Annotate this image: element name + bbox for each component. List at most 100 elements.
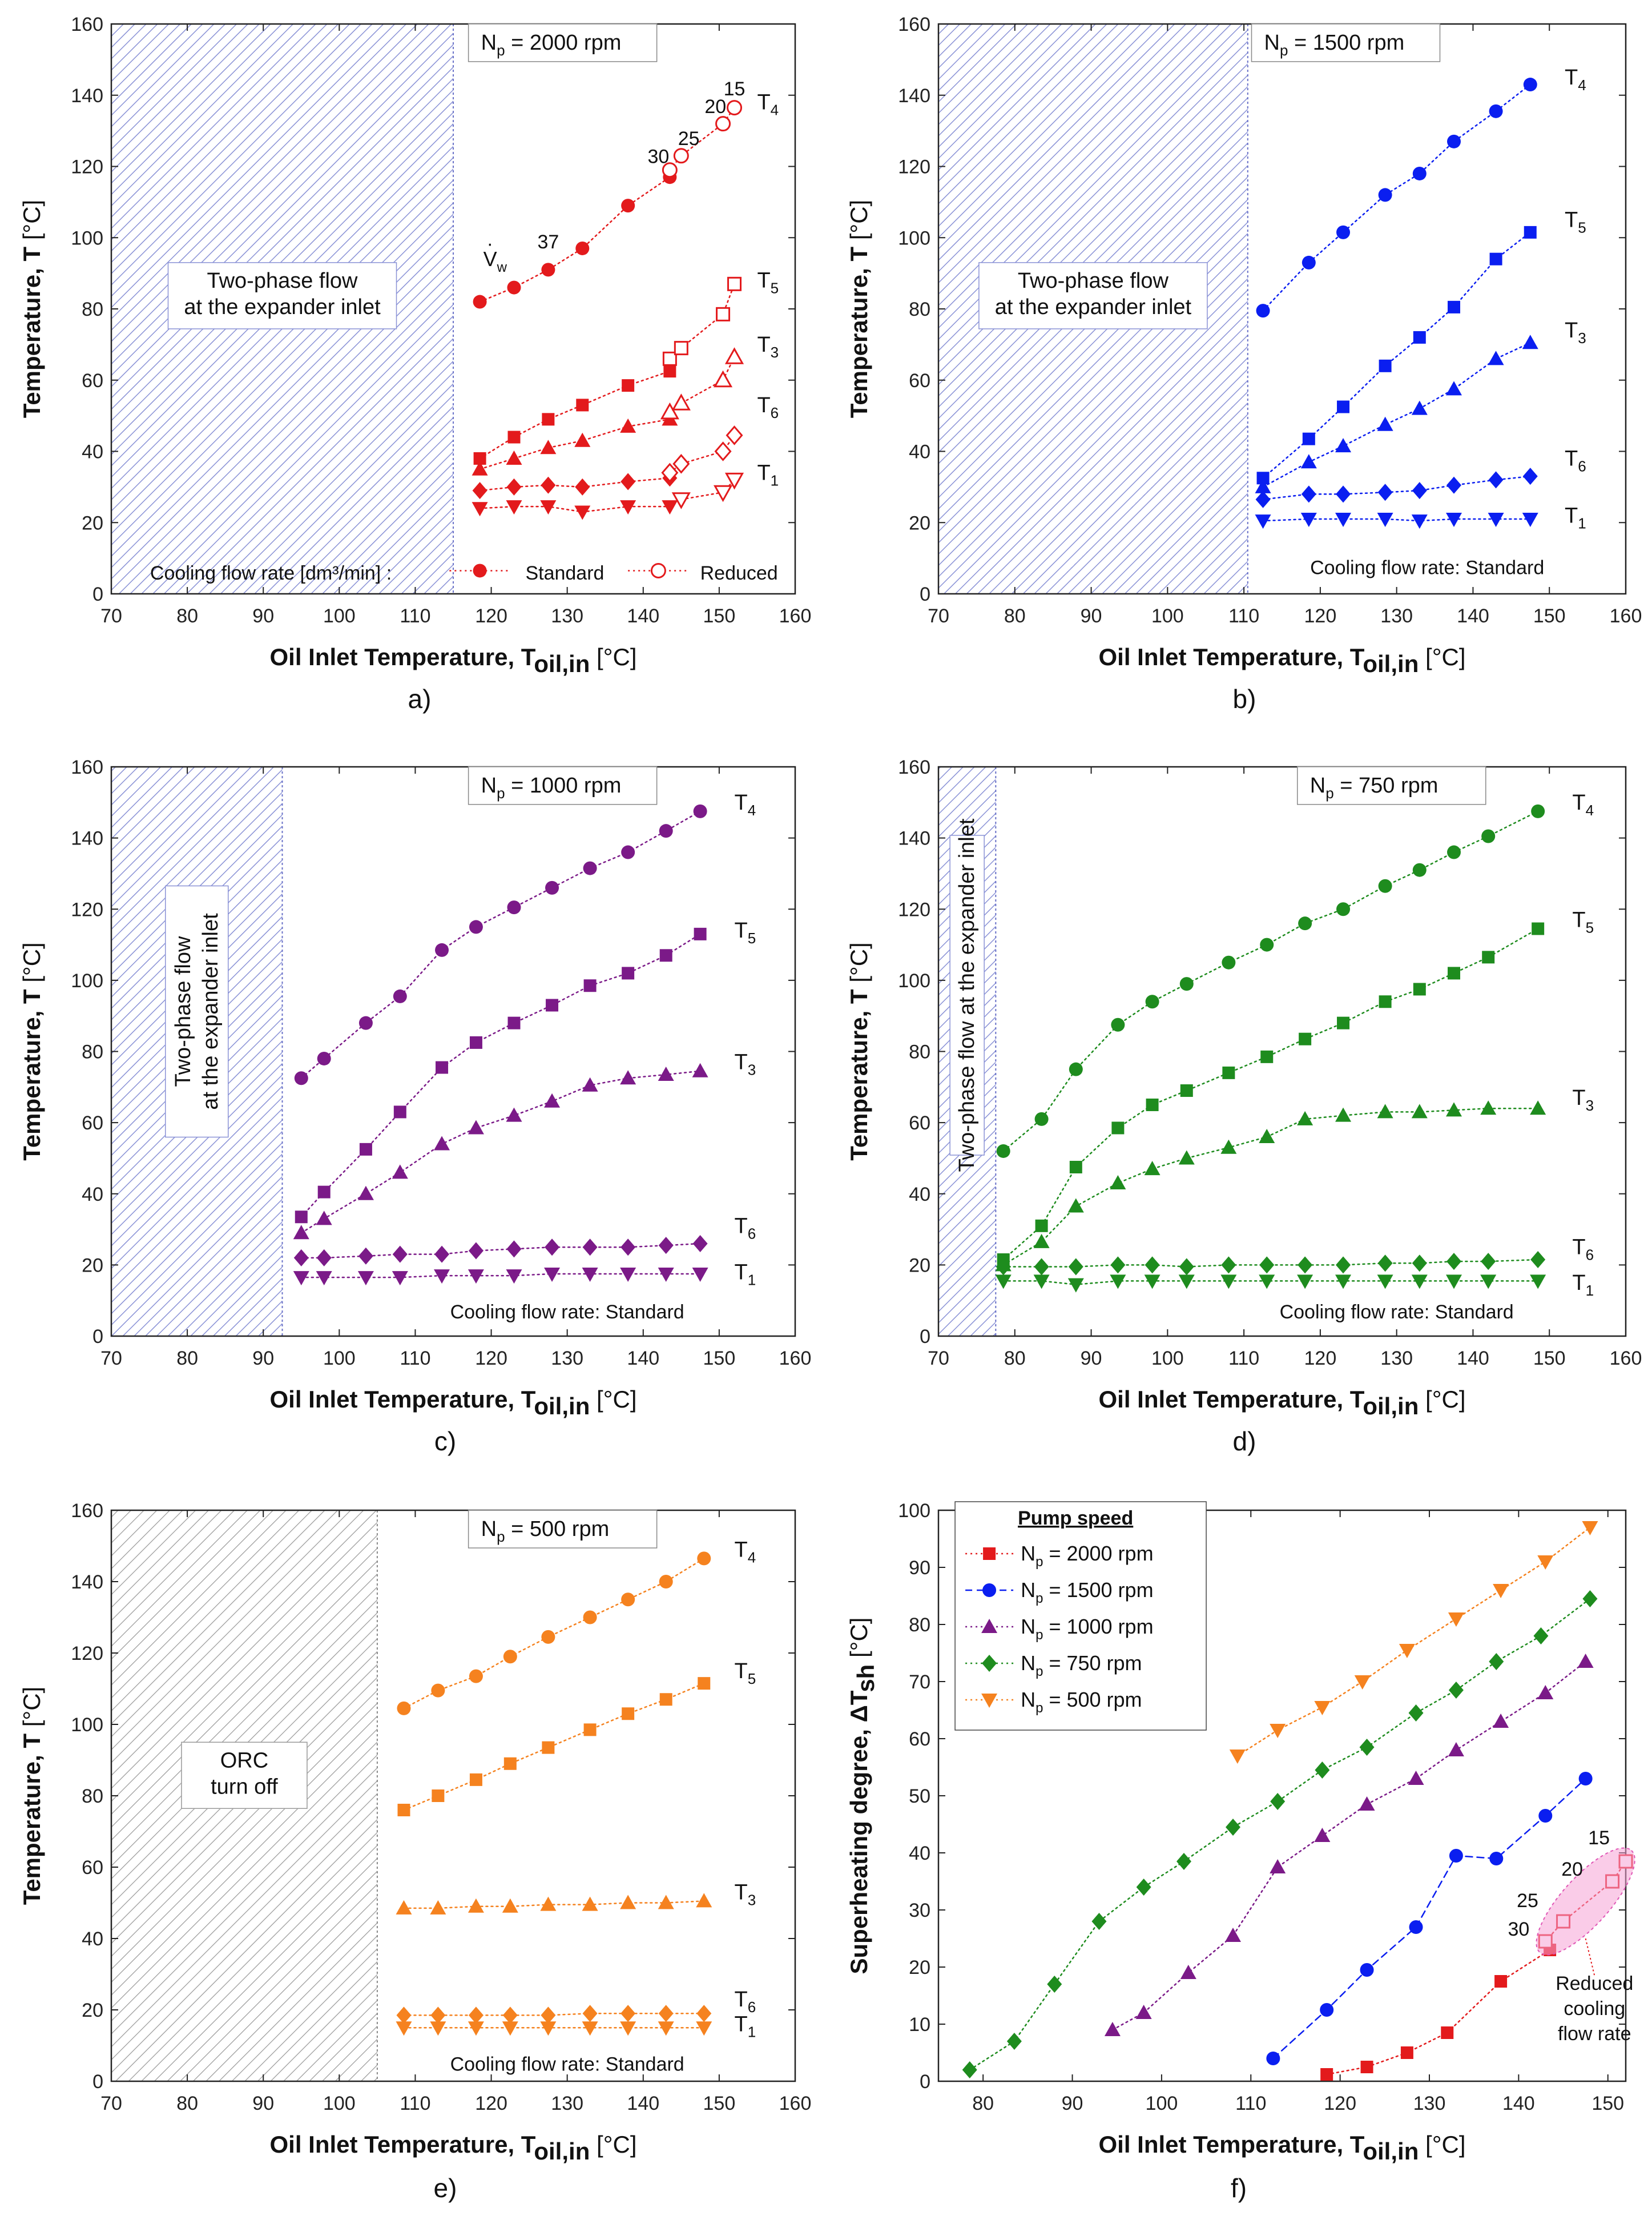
series-label-t1: T1 — [1572, 1271, 1594, 1299]
data-point — [1266, 2052, 1280, 2065]
data-point — [1256, 472, 1270, 485]
data-point — [692, 1063, 708, 1077]
data-point — [1488, 351, 1504, 365]
data-point — [432, 1789, 445, 1802]
data-point — [1220, 1274, 1237, 1289]
series-label-t5: T5 — [1565, 208, 1586, 236]
data-point — [392, 1271, 408, 1286]
y-tick-label: 60 — [909, 1728, 930, 1750]
y-tick-label: 160 — [71, 757, 103, 778]
data-point — [1111, 1018, 1125, 1032]
pump-speed-box: Np = 2000 rpm — [468, 23, 658, 62]
data-point — [472, 502, 488, 517]
y-tick-label: 40 — [82, 441, 103, 463]
series-line — [300, 933, 701, 1218]
y-axis-title: Temperature, T [°C] — [845, 200, 872, 418]
data-point — [575, 241, 590, 255]
ticks: 70 80 90 100 110 120 130 140 150 160 0 20 40 60 80 100 1… — [898, 14, 1642, 627]
x-tick-label: 100 — [1151, 1348, 1184, 1369]
data-point — [1220, 1139, 1237, 1154]
data-point — [1299, 1032, 1312, 1045]
data-point — [359, 1143, 372, 1156]
data-point — [1413, 331, 1426, 344]
data-point — [469, 1036, 482, 1049]
data-point — [1104, 2022, 1121, 2036]
series-t5: T5 — [473, 269, 779, 465]
series-line — [669, 283, 735, 360]
region-label-line: Two-phase flow — [171, 936, 195, 1087]
data-point — [1270, 1724, 1286, 1738]
data-point — [1446, 476, 1461, 494]
data-point — [1337, 1016, 1350, 1029]
legend-reduced-label: Reduced — [700, 562, 778, 584]
y-axis-title: Temperature, T [°C] — [18, 1687, 45, 1905]
series-line — [479, 370, 671, 460]
data-point — [1480, 1100, 1497, 1115]
y-tick-label: 0 — [920, 2071, 930, 2093]
data-point — [1255, 514, 1271, 529]
y-tick-label: 140 — [71, 1571, 103, 1593]
data-point — [1537, 1685, 1554, 1699]
pump-speed-frame — [468, 1510, 658, 1549]
y-tick-label: 0 — [92, 2071, 103, 2093]
data-point — [1446, 381, 1462, 396]
data-point — [582, 1077, 598, 1092]
data-point — [1488, 513, 1504, 528]
data-point — [574, 432, 591, 447]
legend-marker — [981, 1619, 998, 1633]
data-point — [1360, 2061, 1373, 2073]
data-point — [1377, 1104, 1393, 1119]
reduced-note-line: flow rate — [1558, 2023, 1631, 2045]
data-point — [1399, 1644, 1415, 1658]
data-point — [621, 1592, 635, 1607]
data-point — [1530, 1100, 1546, 1115]
data-point — [658, 1895, 674, 1909]
y-tick-label: 100 — [898, 1500, 930, 1522]
data-point — [995, 1274, 1012, 1289]
region-label-box — [167, 262, 397, 329]
data-point — [576, 399, 589, 412]
y-axis-title: Temperature, T [°C] — [845, 942, 872, 1160]
series-t1-reduced — [671, 472, 744, 509]
data-point — [545, 880, 559, 895]
data-point — [430, 2006, 446, 2024]
y-tick-label: 0 — [920, 1326, 930, 1348]
series-group: T4 T5 T3 T6 T1 — [293, 791, 756, 1288]
data-point — [621, 199, 635, 213]
legend-item: Np = 1000 rpm — [965, 1615, 1154, 1643]
series-line — [1002, 810, 1539, 1152]
data-point — [507, 431, 521, 444]
x-tick-label: 80 — [176, 1348, 198, 1369]
data-point — [1255, 478, 1271, 493]
data-point — [1335, 438, 1352, 453]
data-point — [1222, 1066, 1235, 1079]
data-point — [1411, 400, 1428, 415]
y-tick-label: 80 — [909, 299, 930, 320]
data-point — [582, 2021, 598, 2036]
y-tick-label: 80 — [909, 1614, 930, 1636]
legend-label: Np = 500 rpm — [1021, 1688, 1142, 1716]
data-point — [1577, 1654, 1594, 1668]
data-point — [1336, 485, 1351, 503]
data-point — [1297, 1111, 1313, 1125]
x-tick-label: 150 — [1591, 2093, 1624, 2114]
legend-marker — [982, 1655, 997, 1672]
y-tick-label: 160 — [898, 757, 930, 778]
data-point — [1379, 359, 1392, 372]
series-label-t5: T5 — [735, 1659, 756, 1687]
x-tick-label: 80 — [176, 2093, 198, 2114]
legend-standard-label: Standard — [525, 562, 604, 584]
y-tick-label: 40 — [909, 1843, 930, 1864]
data-point — [674, 341, 688, 356]
data-point — [1314, 1828, 1331, 1842]
legend-label: Np = 1000 rpm — [1021, 1615, 1153, 1643]
y-tick-label: 0 — [920, 584, 930, 605]
series-line — [969, 1598, 1591, 2071]
data-point — [1488, 471, 1504, 489]
series-t6: T6 — [996, 1236, 1594, 1276]
y-tick-label: 20 — [909, 1254, 930, 1276]
panel-caption: b) — [1233, 684, 1256, 714]
data-point — [1006, 2033, 1022, 2050]
data-point — [662, 162, 678, 178]
